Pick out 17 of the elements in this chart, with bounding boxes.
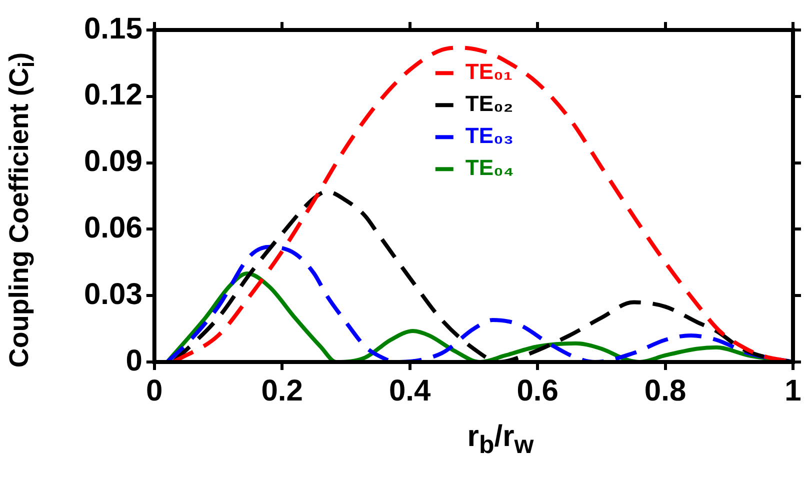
y-tick-label: 0: [126, 344, 142, 378]
x-tick-label: 0.6: [516, 374, 558, 408]
x-tick-label: 0.2: [261, 374, 303, 408]
y-tick-label: 0.09: [84, 145, 142, 178]
y-tick-label: 0.03: [84, 278, 142, 311]
legend-label: TE₀₁: [465, 59, 513, 84]
legend-label: TE₀₃: [465, 123, 514, 148]
x-tick-label: 0.4: [388, 374, 431, 408]
x-tick-label: 0: [146, 374, 163, 408]
x-tick-label: 0.8: [644, 374, 686, 408]
legend-label: TE₀₂: [465, 91, 514, 116]
y-tick-label: 0.15: [84, 12, 142, 46]
x-axis-title: r$_{b}$/r$_{w}$: [467, 420, 534, 459]
legend-label: TE₀₄: [465, 155, 514, 180]
x-tick-label: 1: [784, 374, 802, 408]
y-tick-label: 0.06: [84, 211, 142, 244]
y-tick-label: 0.12: [84, 78, 142, 112]
